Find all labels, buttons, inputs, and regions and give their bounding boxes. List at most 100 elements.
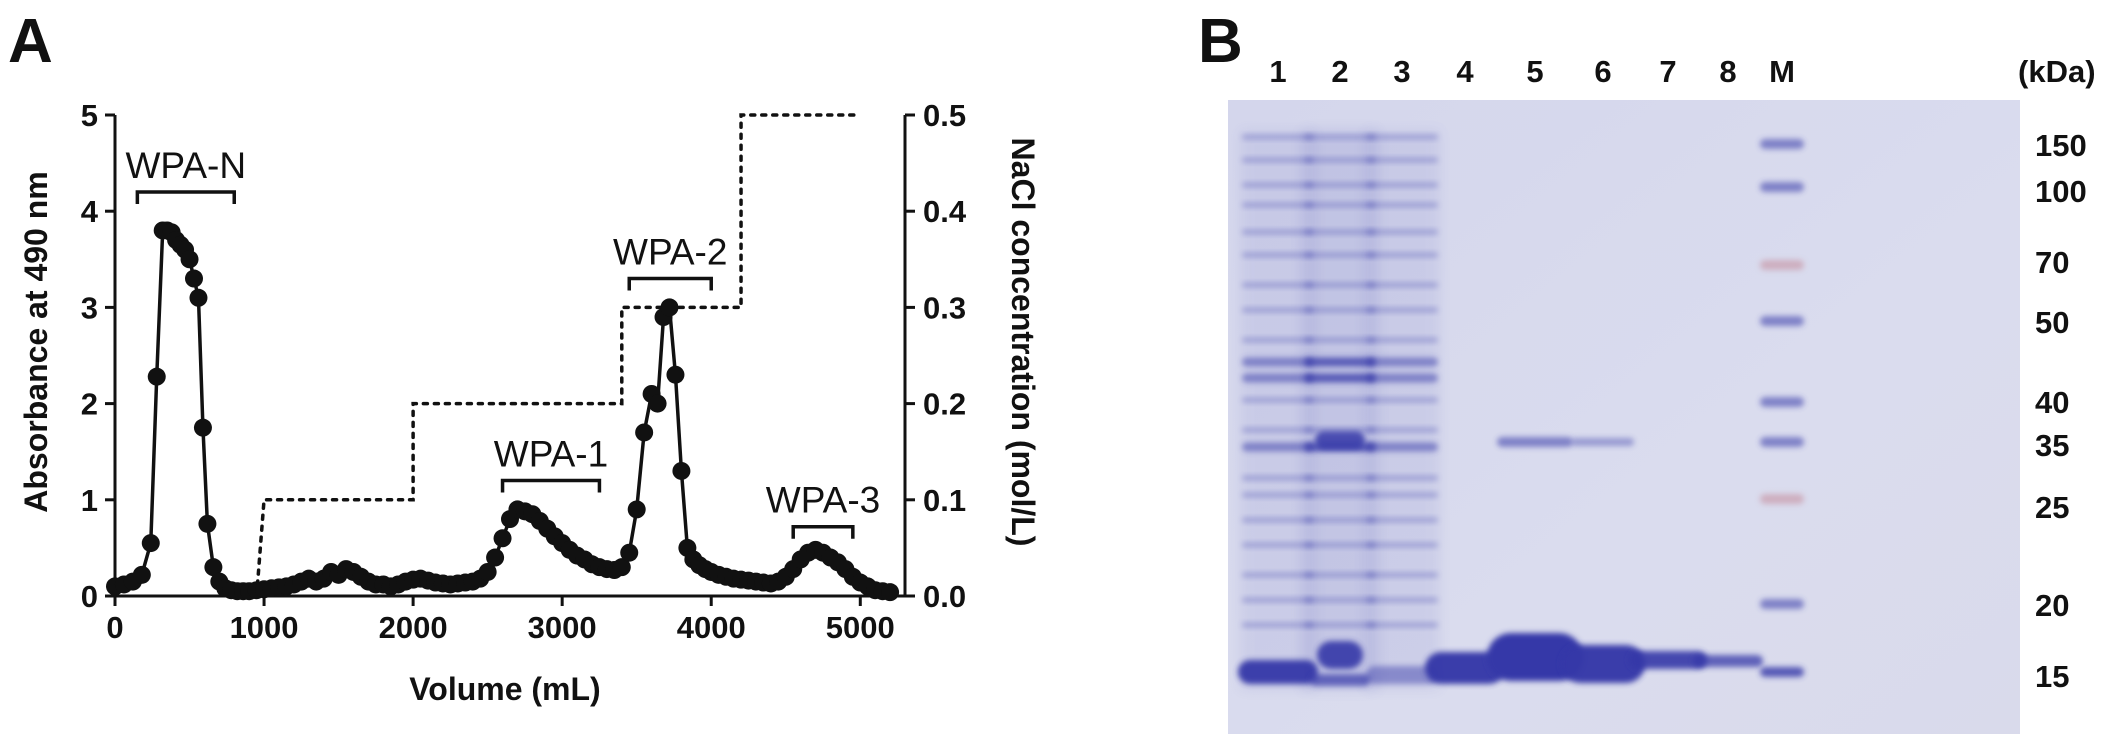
marker-label: 40 <box>2035 385 2069 420</box>
y2-tick-label: 0.0 <box>923 579 966 614</box>
gel-band <box>1304 282 1376 288</box>
marker-label: 20 <box>2035 588 2069 623</box>
gel-band <box>1366 337 1438 343</box>
data-point <box>660 298 679 317</box>
marker-label: 35 <box>2035 428 2069 463</box>
y-tick-label: 2 <box>81 387 98 422</box>
gel-band <box>1242 252 1314 258</box>
gel-band <box>1304 622 1376 628</box>
x-tick-label: 1000 <box>230 610 299 645</box>
lane-smear <box>1364 130 1440 690</box>
gel-band <box>1242 397 1314 403</box>
data-point <box>180 250 199 269</box>
y2-tick-label: 0.2 <box>923 387 966 422</box>
lane-label: 1 <box>1269 54 1286 89</box>
panel-b-letter: B <box>1198 7 1243 76</box>
gel-band <box>1366 134 1438 140</box>
gel-band <box>1242 373 1314 383</box>
data-point <box>493 529 512 548</box>
fraction-bracket <box>627 276 713 291</box>
gel-band <box>1304 597 1376 603</box>
gel-band <box>1487 633 1583 681</box>
lane-label: 6 <box>1594 54 1611 89</box>
marker-labels-group: 150 100 70 50 40 35 25 20 15 <box>2035 128 2087 694</box>
gel-band <box>1366 157 1438 163</box>
y2-axis-title: NaCl concentration (mol/L) <box>1005 138 1041 547</box>
y-tick-label: 5 <box>81 98 98 133</box>
gel-band <box>1310 674 1370 686</box>
gel-band <box>1242 542 1314 548</box>
gel-band <box>1366 572 1438 578</box>
y-tick-label: 3 <box>81 290 98 325</box>
lane-label: 2 <box>1331 54 1348 89</box>
marker-band <box>1760 182 1804 192</box>
lane-label: 4 <box>1456 54 1474 89</box>
gel-band <box>1366 492 1438 498</box>
gel-band <box>1242 307 1314 313</box>
gel-band <box>1366 373 1438 383</box>
gel-band <box>1366 202 1438 208</box>
gel-band <box>1366 229 1438 235</box>
gel-band <box>1242 517 1314 523</box>
gel-band <box>1497 437 1573 447</box>
gel-band <box>1366 307 1438 313</box>
marker-label: 150 <box>2035 128 2087 163</box>
chart-axes: 0 1000 2000 3000 4000 5000 0 1 2 3 4 5 0.0 0.1 0.2 0.3 0… <box>81 98 967 645</box>
y-tick-label: 0 <box>81 579 98 614</box>
x-tick-label: 3000 <box>528 610 597 645</box>
marker-band <box>1760 667 1804 677</box>
gel-band <box>1304 182 1376 188</box>
lane-label: 7 <box>1659 54 1676 89</box>
nacl-gradient-line <box>254 113 863 598</box>
marker-band <box>1760 599 1804 609</box>
gel-band <box>1304 134 1376 140</box>
gel-band <box>1304 542 1376 548</box>
marker-band <box>1760 316 1804 326</box>
data-point <box>198 514 217 533</box>
data-point <box>627 500 646 519</box>
fraction-bracket <box>135 190 236 204</box>
x-tick-label: 2000 <box>379 610 448 645</box>
gel-band <box>1242 622 1314 628</box>
gel-band <box>1242 157 1314 163</box>
gel-band <box>1561 645 1645 683</box>
gel-band <box>1304 307 1376 313</box>
lane-label: 8 <box>1719 54 1736 89</box>
data-point <box>672 461 691 480</box>
gel-band <box>1366 442 1438 452</box>
gel-band <box>1242 475 1314 481</box>
gel-band <box>1242 357 1314 367</box>
gel-lanes-group <box>1238 130 1763 690</box>
gel-band <box>1242 134 1314 140</box>
data-point <box>635 423 654 442</box>
lane-label: M <box>1769 54 1795 89</box>
gel-band <box>1242 182 1314 188</box>
gel-band <box>1242 572 1314 578</box>
gel-band <box>1572 438 1634 446</box>
y2-tick-label: 0.1 <box>923 483 966 518</box>
y-axis-title: Absorbance at 490 nm <box>18 171 54 512</box>
marker-band <box>1760 437 1804 447</box>
gel-band <box>1304 492 1376 498</box>
data-point <box>147 367 166 386</box>
gel-marker-ladder <box>1760 139 1804 677</box>
x-axis-title: Volume (mL) <box>409 671 600 707</box>
gel-band <box>1242 229 1314 235</box>
data-point <box>620 543 639 562</box>
lane-label: 5 <box>1526 54 1543 89</box>
panel-a-letter: A <box>8 7 53 76</box>
gel-band <box>1366 252 1438 258</box>
marker-label: 100 <box>2035 174 2087 209</box>
x-tick-label: 4000 <box>677 610 746 645</box>
data-point <box>132 565 151 584</box>
data-point <box>881 583 900 602</box>
fraction-label: WPA-1 <box>494 434 608 475</box>
gel-band <box>1366 517 1438 523</box>
y2-tick-label: 0.3 <box>923 290 966 325</box>
chromatography-chart: 0 1000 2000 3000 4000 5000 0 1 2 3 4 5 0.0 0.1 0.2 0.3 0… <box>18 98 1041 707</box>
fraction-label: WPA-2 <box>613 232 727 273</box>
fraction-label: WPA-3 <box>766 480 880 521</box>
y2-tick-label: 0.4 <box>923 194 967 229</box>
